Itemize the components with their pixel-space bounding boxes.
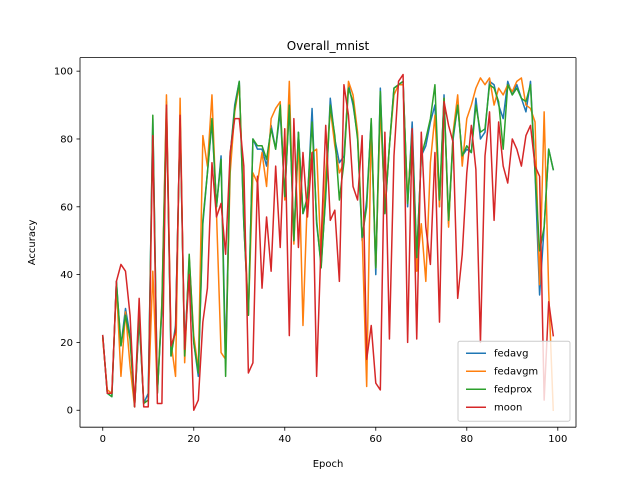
x-axis-label: Epoch xyxy=(313,459,344,470)
y-axis-label: Accuracy xyxy=(27,219,38,265)
chart-title: Overall_mnist xyxy=(287,39,370,53)
x-tick-label: 20 xyxy=(187,434,200,445)
x-tick-label: 0 xyxy=(100,434,106,445)
legend-label-fedavg: fedavg xyxy=(494,349,528,360)
axes-frame xyxy=(79,57,577,428)
y-tick-label: 80 xyxy=(60,134,73,145)
x-tick-label: 40 xyxy=(278,434,291,445)
x-tick-label: 100 xyxy=(548,434,567,445)
x-axis-ticks: 0 20 40 60 80 100 xyxy=(100,427,567,445)
series-line-moon xyxy=(101,73,555,411)
legend-label-fedprox: fedprox xyxy=(494,385,532,396)
y-axis-ticks: 0 20 40 60 80 100 xyxy=(54,67,80,417)
y-tick-label: 100 xyxy=(54,67,73,78)
x-tick-label: 80 xyxy=(460,434,473,445)
y-tick-label: 0 xyxy=(67,406,73,417)
series-layer xyxy=(101,73,555,412)
y-tick-label: 40 xyxy=(60,270,73,281)
x-tick-label: 60 xyxy=(369,434,382,445)
y-tick-label: 20 xyxy=(60,338,73,349)
legend: fedavg fedavgm fedprox moon xyxy=(457,340,571,422)
legend-box xyxy=(457,340,571,422)
legend-label-moon: moon xyxy=(494,403,522,414)
legend-label-fedavgm: fedavgm xyxy=(494,367,538,378)
y-tick-label: 60 xyxy=(60,202,73,213)
